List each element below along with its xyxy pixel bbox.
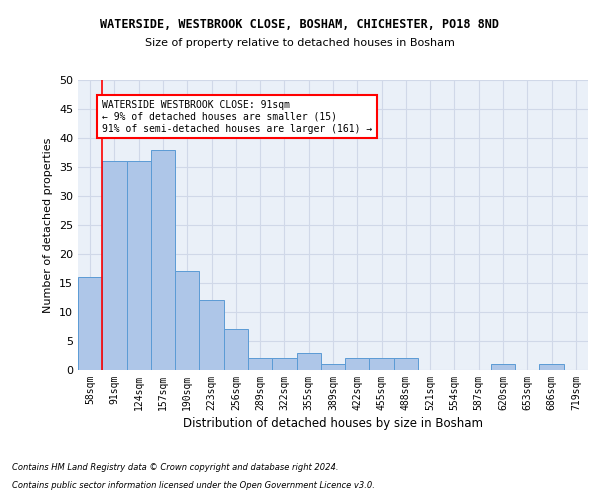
Bar bbox=[78, 277, 102, 370]
Text: WATERSIDE WESTBROOK CLOSE: 91sqm
← 9% of detached houses are smaller (15)
91% of: WATERSIDE WESTBROOK CLOSE: 91sqm ← 9% of… bbox=[102, 100, 373, 134]
Text: Contains public sector information licensed under the Open Government Licence v3: Contains public sector information licen… bbox=[12, 481, 375, 490]
Bar bbox=[224, 330, 248, 370]
Bar bbox=[539, 364, 564, 370]
Text: Contains HM Land Registry data © Crown copyright and database right 2024.: Contains HM Land Registry data © Crown c… bbox=[12, 464, 338, 472]
Bar bbox=[345, 358, 370, 370]
Bar bbox=[151, 150, 175, 370]
Y-axis label: Number of detached properties: Number of detached properties bbox=[43, 138, 53, 312]
Bar bbox=[321, 364, 345, 370]
Bar bbox=[272, 358, 296, 370]
Bar bbox=[248, 358, 272, 370]
Bar bbox=[491, 364, 515, 370]
Bar bbox=[102, 161, 127, 370]
X-axis label: Distribution of detached houses by size in Bosham: Distribution of detached houses by size … bbox=[183, 417, 483, 430]
Bar bbox=[394, 358, 418, 370]
Bar bbox=[199, 300, 224, 370]
Bar bbox=[296, 352, 321, 370]
Bar bbox=[175, 272, 199, 370]
Bar bbox=[127, 161, 151, 370]
Text: WATERSIDE, WESTBROOK CLOSE, BOSHAM, CHICHESTER, PO18 8ND: WATERSIDE, WESTBROOK CLOSE, BOSHAM, CHIC… bbox=[101, 18, 499, 30]
Bar bbox=[370, 358, 394, 370]
Text: Size of property relative to detached houses in Bosham: Size of property relative to detached ho… bbox=[145, 38, 455, 48]
